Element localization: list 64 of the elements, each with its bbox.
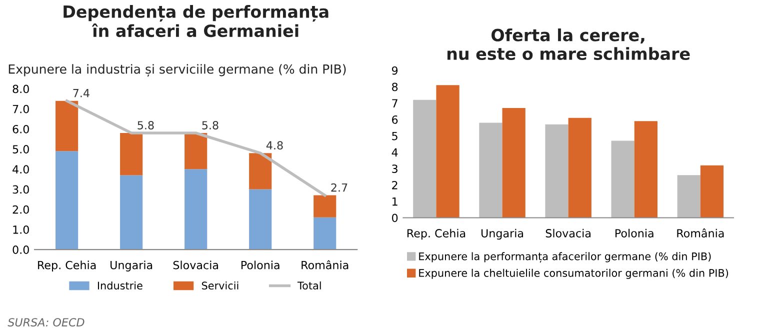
- bar: [502, 108, 526, 218]
- bar: [700, 165, 724, 218]
- bar: [677, 175, 700, 218]
- legend-label: Expunere la cheltuielile consumatorilor germani (% din PIB): [419, 268, 728, 279]
- bar: [120, 132, 143, 176]
- y-tick-label: 7: [392, 99, 398, 108]
- legend-label: Servicii: [202, 281, 238, 290]
- y-tick-label: 8.0: [12, 84, 29, 94]
- bar: [314, 195, 336, 218]
- x-tick-label: România: [677, 228, 724, 238]
- data-label: 5.8: [202, 121, 218, 130]
- chart-title: Oferta la cerere, nu este o mare schimbare: [447, 28, 690, 60]
- y-tick-label: 0: [392, 214, 398, 222]
- y-tick-label: 2.0: [12, 205, 29, 214]
- x-tick-label: Ungaria: [110, 260, 152, 272]
- legend-label: Industrie: [98, 281, 142, 290]
- y-tick-label: 0.0: [12, 246, 29, 254]
- y-tick-label: 3.0: [12, 185, 29, 194]
- bar: [184, 169, 208, 250]
- x-tick-label: Slovacia: [546, 228, 590, 238]
- chart-title: Dependența de performanța în afaceri a Germaniei: [64, 5, 328, 38]
- data-label: 7.4: [73, 89, 90, 98]
- bar: [611, 140, 634, 218]
- bar: [479, 122, 502, 218]
- bar: [184, 132, 208, 170]
- x-tick-label: Ungaria: [481, 228, 524, 240]
- y-tick-label: 6.0: [12, 124, 29, 134]
- x-tick-label: Polonia: [241, 260, 280, 270]
- x-tick-label: Rep. Cehia: [38, 260, 96, 272]
- y-tick-label: 2: [392, 180, 398, 190]
- bar: [436, 85, 460, 218]
- legend-label: Total: [297, 281, 321, 290]
- y-tick-label: 1: [392, 197, 398, 206]
- y-tick-label: 5: [392, 132, 398, 140]
- x-tick-label: Polonia: [616, 228, 654, 238]
- data-label: 2.7: [331, 183, 348, 192]
- y-tick-label: 8: [392, 82, 398, 92]
- y-tick-label: 6: [392, 115, 398, 124]
- y-tick-label: 4.0: [12, 165, 29, 174]
- x-tick-label: Slovacia: [173, 260, 218, 270]
- data-label: 4.8: [266, 141, 283, 150]
- x-tick-label: România: [302, 260, 348, 270]
- y-tick-label: 9: [392, 66, 398, 75]
- bar: [249, 189, 272, 250]
- bar: [249, 153, 272, 190]
- line-series: [65, 99, 326, 197]
- x-tick-label: Rep. Cehia: [407, 228, 466, 240]
- legend-label: Expunere la performanța afacerilor germane (% din PIB): [419, 252, 711, 263]
- data-label: 5.8: [138, 121, 154, 130]
- bar: [120, 175, 143, 250]
- y-tick-label: 5.0: [12, 145, 29, 154]
- y-tick-label: 4: [392, 148, 398, 156]
- chart-subtitle: Expunere la industria și serviciile germane (% din PIB): [8, 64, 346, 77]
- text: SURSA: OECD: [8, 318, 84, 326]
- bar: [568, 118, 592, 218]
- bar: [413, 100, 436, 218]
- y-tick-label: 7.0: [12, 104, 29, 114]
- y-tick-label: 3: [392, 164, 398, 173]
- bar: [545, 124, 568, 218]
- bar: [56, 151, 78, 250]
- bar: [634, 121, 658, 218]
- bar: [56, 100, 78, 152]
- y-tick-label: 1.0: [13, 225, 29, 234]
- bar: [314, 217, 336, 250]
